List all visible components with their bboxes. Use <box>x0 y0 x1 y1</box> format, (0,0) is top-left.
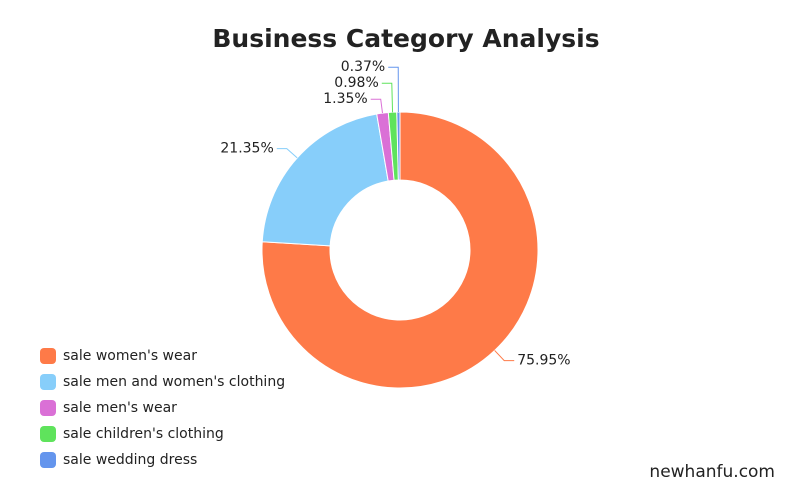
data-label: 1.35% <box>323 91 367 107</box>
legend-label: sale wedding dress <box>63 452 197 468</box>
legend-swatch <box>40 374 56 390</box>
leader-line <box>388 66 399 113</box>
legend-label: sale men and women's clothing <box>63 374 285 390</box>
data-label: 0.98% <box>334 75 378 91</box>
watermark: newhanfu.com <box>649 462 775 482</box>
slice <box>396 111 401 181</box>
legend-label: sale women's wear <box>63 348 197 364</box>
legend-swatch <box>40 400 56 416</box>
data-label: 75.95% <box>517 353 570 369</box>
data-label: 0.37% <box>341 59 385 75</box>
leader-line <box>381 82 394 113</box>
legend-swatch <box>40 348 56 364</box>
chart-title: Business Category Analysis <box>212 24 599 53</box>
slice <box>261 111 539 389</box>
legend-swatch <box>40 452 56 468</box>
legend-swatch <box>40 426 56 442</box>
leader-line <box>370 98 383 114</box>
leader-line <box>494 350 515 362</box>
legend-label: sale children's clothing <box>63 426 224 442</box>
legend-label: sale men's wear <box>63 400 177 416</box>
data-label: 21.35% <box>220 141 273 157</box>
slice <box>261 113 389 247</box>
leader-line <box>276 148 298 159</box>
